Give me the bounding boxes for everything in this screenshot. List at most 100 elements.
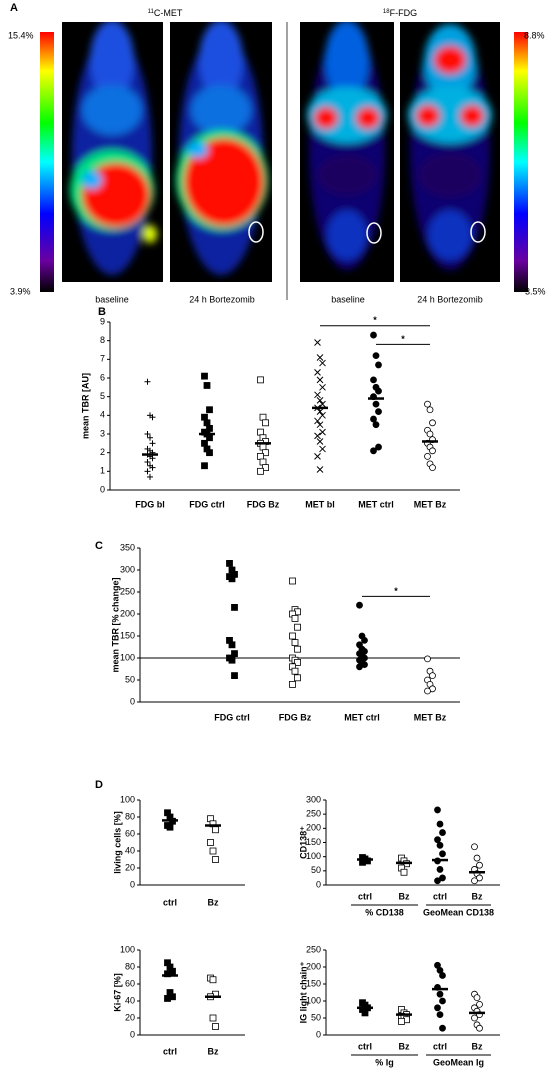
x-tick-label: ctrl (433, 1041, 447, 1051)
x-tick-label: FDG ctrl (214, 712, 250, 722)
tracer-name: C-MET (154, 8, 183, 18)
x-tick-label: MET bl (305, 499, 335, 509)
marker-part (436, 841, 444, 849)
scale-min: 3.5% (525, 286, 546, 296)
data-point (426, 406, 434, 414)
color-bar (514, 32, 528, 292)
marker-part (201, 372, 208, 380)
y-tick-label: 150 (120, 630, 135, 640)
marker-part (375, 443, 382, 451)
marker-part (434, 877, 441, 885)
data-point (291, 615, 299, 622)
marker-part (316, 438, 324, 445)
data-point (262, 464, 269, 472)
data-point (314, 432, 321, 440)
data-point (439, 972, 446, 979)
y-tick-label: 100 (306, 995, 321, 1005)
marker-part (436, 866, 444, 873)
data-point (424, 655, 431, 663)
x-tick-label: FDG bl (135, 499, 165, 509)
data-point (164, 970, 171, 978)
data-point (212, 1023, 219, 1030)
data-point (209, 847, 217, 855)
marker-part (166, 823, 174, 831)
data-point (144, 468, 151, 475)
data-point (314, 417, 321, 425)
data-point (356, 663, 363, 671)
pet-image (400, 22, 500, 282)
marker-part (257, 467, 264, 475)
data-point (319, 359, 326, 367)
marker-part (434, 1004, 441, 1012)
marker-part (424, 400, 431, 408)
y-tick-label: 0 (130, 879, 135, 889)
data-point (473, 854, 481, 862)
data-point (228, 641, 236, 649)
marker-part (439, 1024, 446, 1032)
marker-part (228, 641, 236, 649)
data-point (203, 419, 211, 427)
y-tick-label: 250 (306, 809, 321, 819)
caption: 24 h Bortezomib (417, 294, 483, 304)
data-point (436, 820, 444, 828)
marker-part (473, 854, 481, 862)
marker-part (471, 843, 478, 851)
data-point (144, 459, 151, 465)
marker-part (471, 877, 478, 885)
x-tick-label: FDG Bz (247, 499, 280, 509)
marker-part (476, 1001, 483, 1008)
pet-image (300, 22, 394, 282)
data-point (476, 861, 483, 869)
data-point (201, 372, 208, 380)
marker-part (436, 1011, 444, 1018)
y-tick-label: 0 (316, 1029, 321, 1039)
marker-part (294, 674, 301, 682)
data-point (294, 623, 301, 631)
marker-part (375, 361, 382, 369)
data-point (291, 667, 299, 675)
marker-part (314, 453, 321, 460)
data-point (361, 1009, 369, 1017)
marker-part (372, 421, 380, 429)
scale-min: 3.9% (10, 286, 31, 296)
x-tick-label: FDG ctrl (189, 499, 225, 509)
marker-part (291, 667, 299, 675)
data-point (209, 1014, 217, 1022)
data-point (226, 560, 233, 567)
data-point (164, 995, 171, 1002)
marker-part (291, 639, 299, 646)
marker-part (316, 466, 324, 473)
panel-label: B (98, 306, 106, 318)
data-point (476, 874, 483, 882)
marker-part (316, 376, 324, 384)
y-tick-label: 0 (100, 484, 105, 494)
marker-part (259, 443, 267, 451)
marker-part (259, 413, 267, 421)
x-tick-label: Bz (208, 1046, 219, 1056)
marker-part (164, 995, 171, 1002)
marker-part (164, 970, 171, 978)
marker-part (439, 850, 446, 858)
marker-part (257, 376, 264, 384)
data-point (231, 650, 238, 657)
data-point (209, 976, 217, 984)
y-tick-label: 2 (100, 447, 105, 457)
data-point (259, 443, 267, 451)
marker-part (361, 637, 368, 644)
data-point (439, 874, 446, 882)
data-point (471, 877, 478, 885)
y-tick-label: 4 (100, 410, 105, 420)
marker-part (314, 339, 321, 346)
data-point (375, 443, 382, 451)
data-point (473, 994, 481, 1001)
y-tick-label: 50 (311, 865, 321, 875)
y-tick-label: 300 (306, 794, 321, 804)
marker-part (203, 382, 211, 389)
group-label: GeoMean CD138 (423, 907, 494, 917)
data-point (231, 672, 238, 679)
x-tick-label: ctrl (433, 891, 447, 901)
data-point (439, 829, 446, 836)
y-tick-label: 1 (100, 466, 105, 476)
marker-part (434, 836, 441, 844)
data-point (257, 452, 264, 460)
